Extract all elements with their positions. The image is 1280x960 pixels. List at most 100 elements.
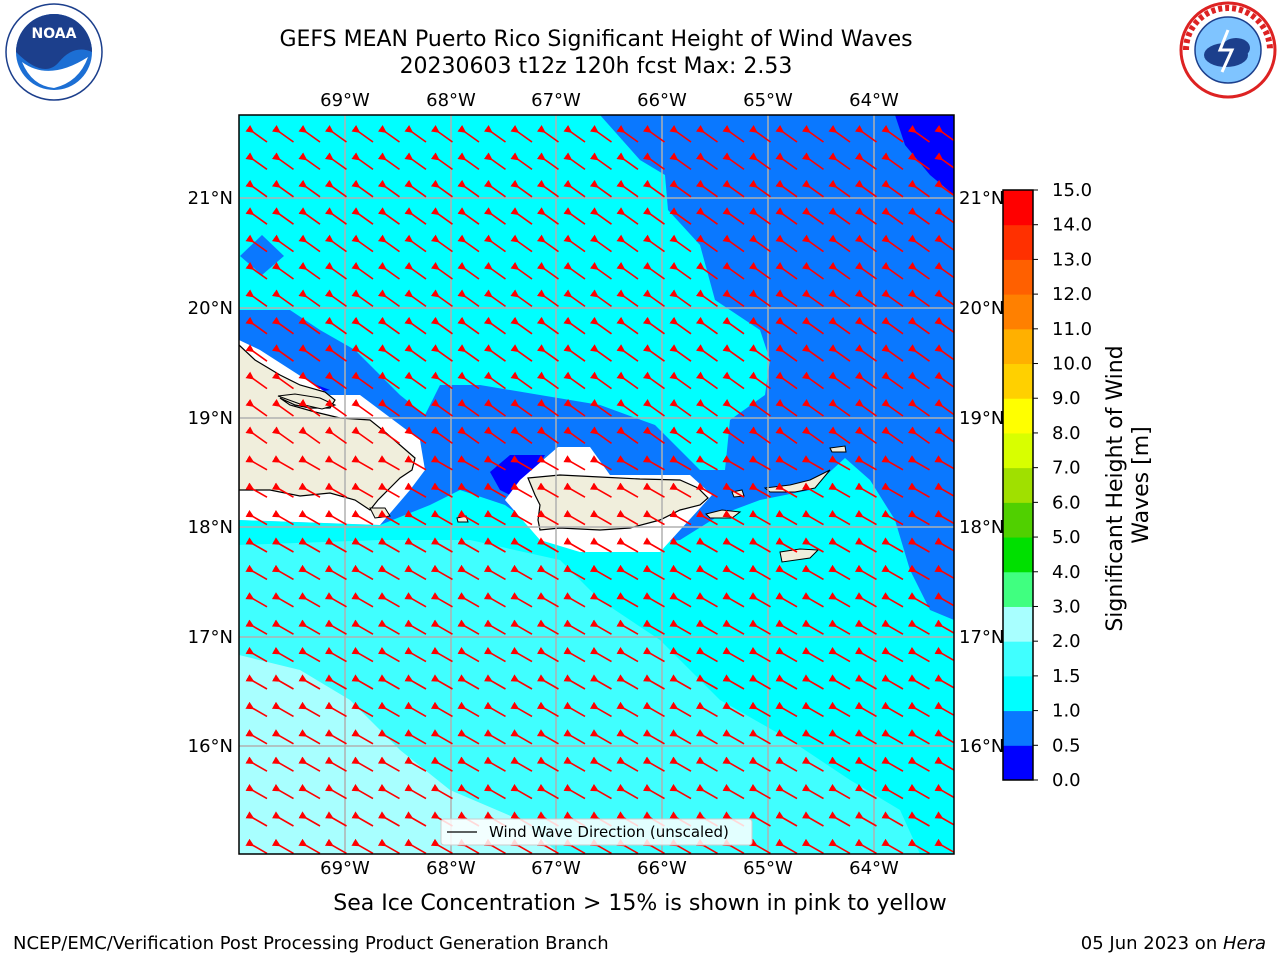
wave-arrow <box>854 125 877 143</box>
wave-arrow <box>351 289 374 308</box>
wave-arrow <box>669 371 692 390</box>
wave-arrow <box>457 179 480 198</box>
wave-arrow <box>245 344 268 362</box>
wave-arrow <box>881 125 904 143</box>
wave-arrow <box>669 838 692 854</box>
wave-arrow <box>430 592 453 608</box>
wave-arrow <box>722 399 745 417</box>
wave-arrow <box>510 125 533 143</box>
wave-arrow <box>351 811 374 827</box>
wave-arrow <box>298 646 321 663</box>
wave-arrow <box>404 344 427 362</box>
wave-arrow <box>324 455 347 471</box>
wave-arrow <box>245 125 268 143</box>
lat-tick-right: 18°N <box>959 517 1004 538</box>
wave-arrow <box>245 289 268 308</box>
wave-arrow <box>642 701 665 718</box>
wave-zone-1.0-1.5-north <box>239 115 770 470</box>
wave-arrow <box>828 701 851 718</box>
wave-arrow <box>907 592 930 608</box>
wave-arrow <box>907 426 930 445</box>
wave-arrow <box>828 234 851 253</box>
wave-arrow <box>324 371 347 390</box>
wave-arrow <box>430 125 453 143</box>
wave-arrow <box>722 179 745 198</box>
wave-arrow <box>351 234 374 253</box>
wave-arrow <box>907 179 930 198</box>
wave-arrow <box>695 729 718 745</box>
wave-arrow <box>642 316 665 335</box>
wave-arrow <box>828 482 851 498</box>
wave-arrow <box>589 701 612 718</box>
wave-arrow <box>589 564 612 581</box>
wave-arrow <box>483 838 506 854</box>
wave-arrow <box>589 674 612 690</box>
wave-arrow <box>457 482 480 498</box>
wave-arrow <box>457 426 480 445</box>
lon-tick-top: 66°W <box>637 90 687 111</box>
wave-arrow <box>324 701 347 718</box>
wave-arrow <box>801 838 824 854</box>
wave-arrow <box>616 289 639 308</box>
wave-arrow <box>457 207 480 225</box>
wave-arrow <box>324 674 347 690</box>
wave-arrow <box>483 262 506 280</box>
wave-arrow <box>377 619 400 635</box>
wave-arrow <box>695 701 718 718</box>
wave-arrow <box>457 646 480 663</box>
wave-arrow <box>536 179 559 198</box>
wave-arrow <box>881 537 904 553</box>
wave-arrow <box>324 729 347 745</box>
wave-arrow <box>404 125 427 143</box>
wave-arrow <box>377 262 400 280</box>
wave-arrow <box>377 811 400 827</box>
wave-arrow <box>324 207 347 225</box>
wave-arrow <box>642 152 665 171</box>
wave-arrow <box>430 729 453 745</box>
wave-arrow <box>563 179 586 198</box>
wave-arrow <box>536 316 559 335</box>
wave-arrow <box>536 537 559 553</box>
wave-arrow <box>271 371 294 390</box>
wave-arrow <box>430 371 453 390</box>
wave-arrow <box>563 646 586 663</box>
wave-arrow <box>351 455 374 471</box>
wave-arrow <box>563 564 586 581</box>
wave-arrow <box>404 729 427 745</box>
colorbar-tick-label: 5.0 <box>1052 527 1081 548</box>
wave-arrow <box>828 426 851 445</box>
wave-arrow <box>351 482 374 498</box>
colorbar-segment <box>1003 363 1033 399</box>
wave-arrow <box>881 509 904 526</box>
wave-arrow <box>298 399 321 417</box>
wave-arrow <box>828 756 851 772</box>
colorbar-tick-label: 1.5 <box>1052 666 1081 687</box>
wave-arrow <box>854 756 877 772</box>
wave-arrow <box>722 537 745 553</box>
wave-arrow <box>642 455 665 471</box>
wave-arrow <box>271 592 294 608</box>
wave-zone-0-0.5-mona <box>490 455 545 500</box>
wave-arrow <box>907 619 930 635</box>
wave-arrow <box>377 455 400 471</box>
wave-arrow <box>642 509 665 526</box>
wave-arrow <box>298 316 321 335</box>
wave-arrow <box>854 234 877 253</box>
wave-arrow <box>748 509 771 526</box>
wave-arrow <box>245 838 268 854</box>
wave-arrow <box>271 701 294 718</box>
wave-arrow <box>298 234 321 253</box>
wave-arrow <box>245 756 268 772</box>
colorbar-segment <box>1003 294 1033 330</box>
wave-arrow <box>245 207 268 225</box>
wave-arrow <box>563 509 586 526</box>
wave-arrow <box>828 316 851 335</box>
wave-arrow <box>457 783 480 800</box>
wave-arrow <box>695 564 718 581</box>
wave-arrow <box>377 646 400 663</box>
lon-ticks-top: 69°W 68°W 67°W 66°W 65°W 64°W <box>320 90 899 111</box>
colorbar-tick-label: 14.0 <box>1052 215 1092 236</box>
wave-arrow <box>828 509 851 526</box>
wave-arrow <box>669 179 692 198</box>
land-st-croix <box>779 548 820 563</box>
